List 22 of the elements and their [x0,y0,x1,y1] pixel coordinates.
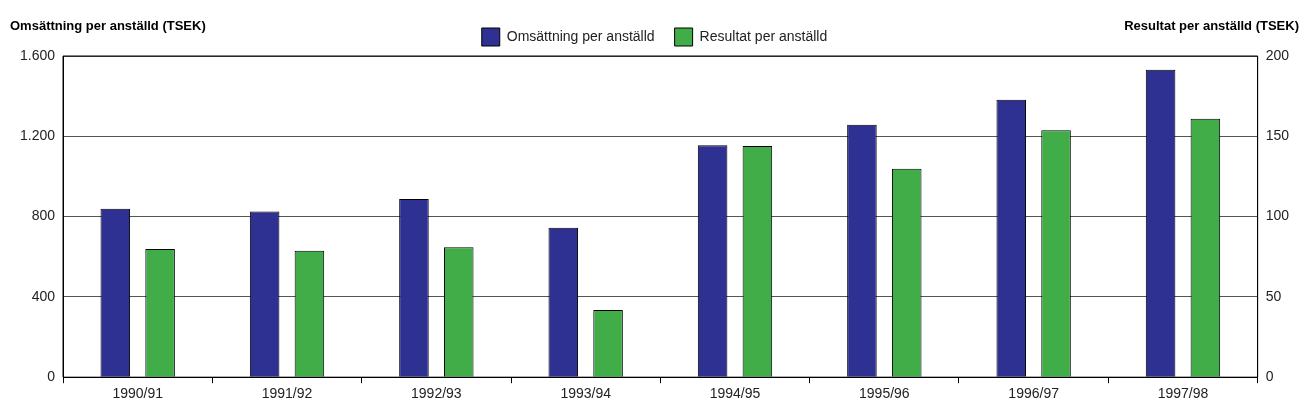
legend-label: Resultat per anställd [699,27,828,44]
x-tick-label: 1995/96 [859,385,910,402]
y2-tick-label: 150 [1265,127,1290,144]
x-tick-label: 1991/92 [261,385,313,402]
legend-label: Omsättning per anställd [506,27,655,44]
y2-axis-title: Resultat per anställd (TSEK) [1124,17,1299,33]
x-tick-label: 1994/95 [709,385,761,402]
x-tick-label: 1997/98 [1157,385,1209,402]
y-tick-label: 800 [31,207,56,224]
y-tick-label: 0 [47,368,56,385]
y-axis-title: Omsättning per anställd (TSEK) [10,17,206,33]
y2-tick-label: 50 [1265,287,1282,304]
y2-tick-label: 0 [1265,368,1274,385]
y-tick-label: 400 [31,287,56,304]
y-tick-label: 1.200 [19,127,56,144]
x-tick-label: 1996/97 [1008,385,1060,402]
x-tick-label: 1990/91 [112,385,164,402]
y-tick-label: 1.600 [19,46,56,63]
x-tick-label: 1993/94 [560,385,612,402]
x-tick-label: 1992/93 [411,385,462,402]
y2-tick-label: 100 [1265,207,1290,224]
y2-tick-label: 200 [1265,46,1290,63]
